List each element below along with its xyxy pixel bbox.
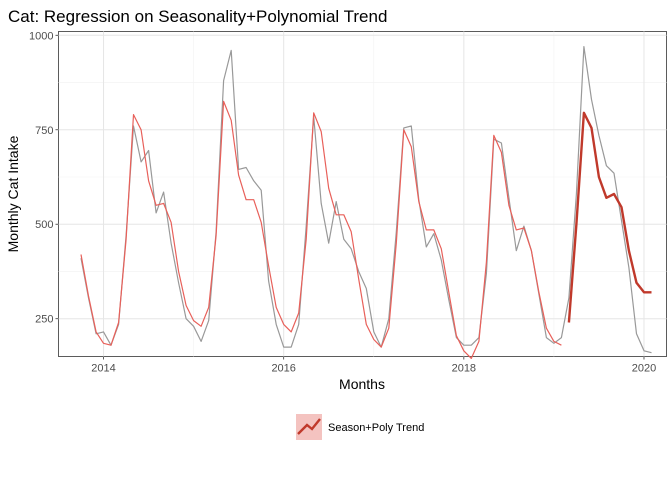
chart-title: Cat: Regression on Seasonality+Polynomia… — [8, 7, 387, 26]
x-axis-title: Months — [339, 376, 385, 392]
grid-major — [58, 31, 667, 357]
series-line-actual — [80, 45, 652, 354]
y-tick-label: 750 — [35, 125, 53, 137]
series-layer — [80, 45, 652, 359]
x-tick-label: 2014 — [91, 363, 115, 375]
series-line-forecast — [567, 111, 652, 323]
y-axis-title: Monthly Cat Intake — [5, 135, 21, 252]
x-tick-label: 2018 — [452, 363, 476, 375]
x-axis: 2014 2016 2018 2020 — [91, 356, 656, 375]
series-line-fitted — [80, 100, 562, 359]
grid-minor — [58, 31, 667, 357]
legend-key-line — [297, 418, 321, 435]
y-axis: 250 500 750 1000 — [29, 30, 59, 326]
x-tick-label: 2020 — [632, 363, 656, 375]
y-tick-label: 500 — [35, 219, 53, 231]
y-tick-label: 250 — [35, 314, 53, 326]
plot-panel — [58, 31, 667, 357]
y-tick-label: 1000 — [29, 30, 53, 42]
legend: Season+Poly Trend — [296, 414, 424, 440]
x-tick-label: 2016 — [271, 363, 295, 375]
legend-label: Season+Poly Trend — [328, 422, 424, 434]
